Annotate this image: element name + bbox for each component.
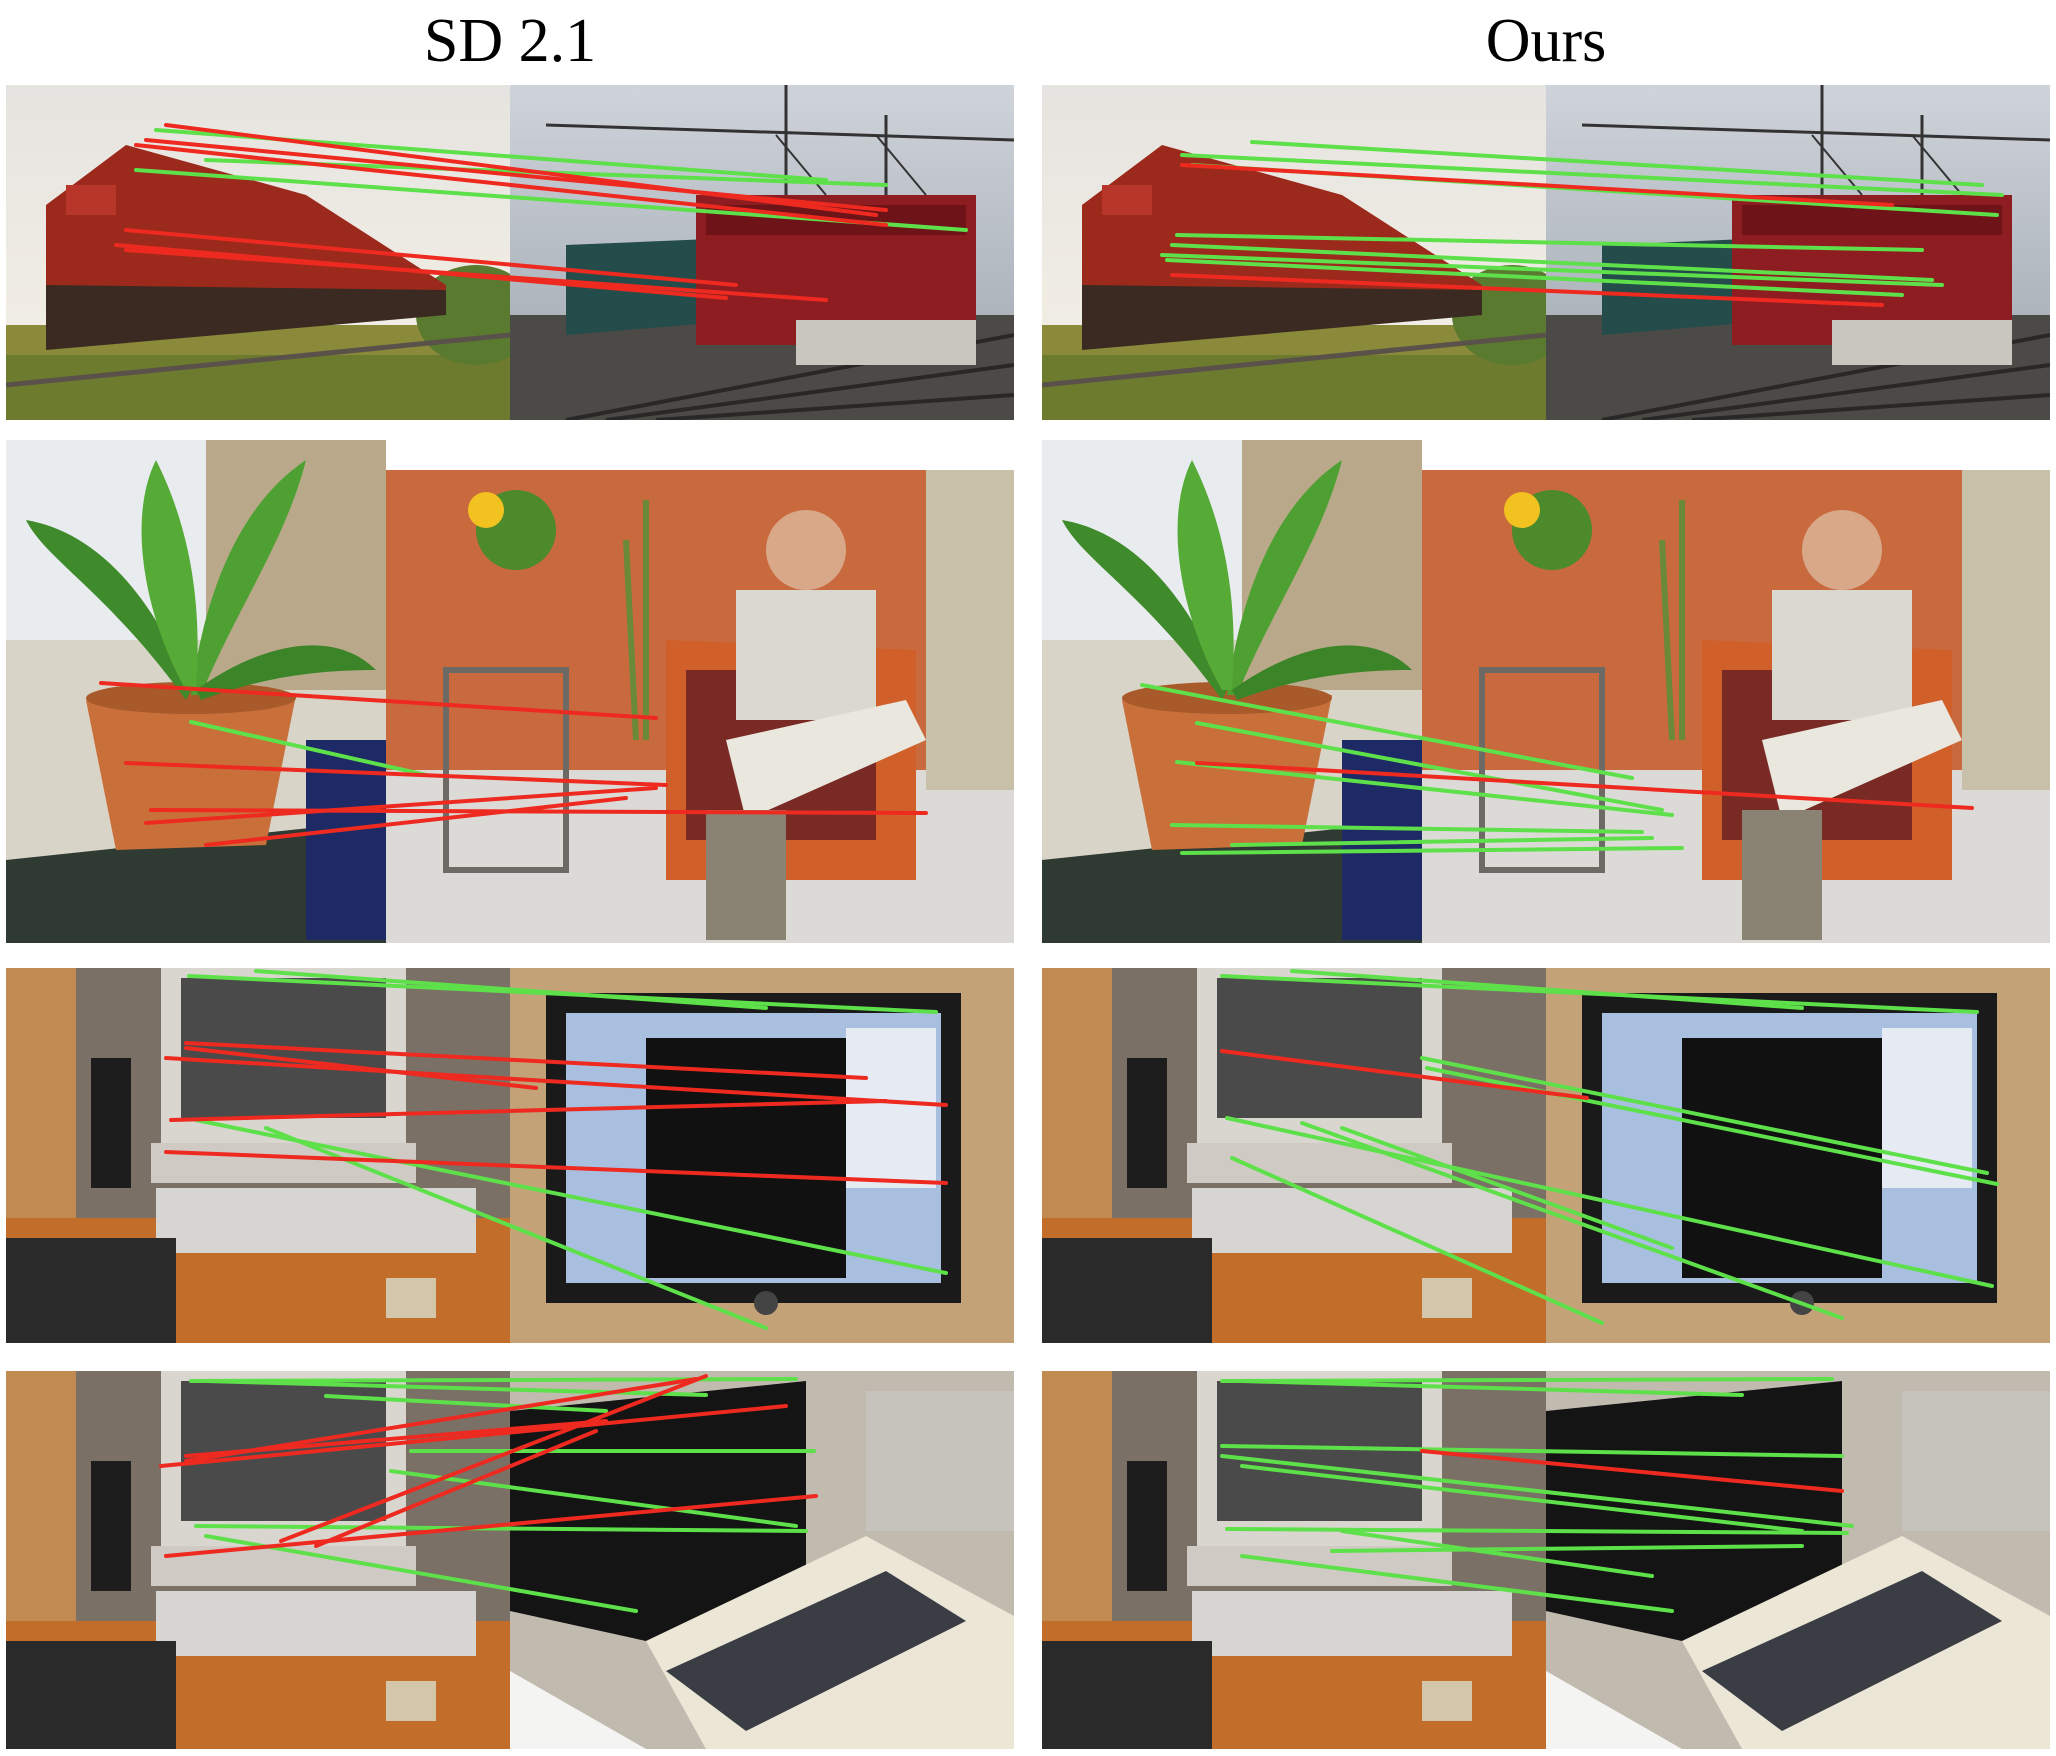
match-line-wrong bbox=[124, 248, 828, 302]
match-line-correct bbox=[1180, 153, 2004, 197]
match-line-correct bbox=[1225, 1116, 1994, 1288]
match-line-correct bbox=[254, 969, 768, 1010]
match-line-wrong bbox=[144, 786, 658, 825]
match-line-wrong bbox=[279, 1374, 708, 1543]
match-line-wrong bbox=[184, 1419, 608, 1458]
match-line-wrong bbox=[169, 1099, 888, 1122]
match-line-correct bbox=[1330, 1544, 1804, 1553]
panel-plant-sd21 bbox=[6, 440, 1014, 943]
plant-left-image bbox=[6, 440, 386, 943]
match-line-correct bbox=[1425, 1066, 1999, 1186]
plant-left-image bbox=[1042, 440, 1422, 943]
train-right-image bbox=[510, 85, 1014, 420]
match-line-wrong bbox=[164, 123, 878, 217]
retro-computer-right-image bbox=[510, 1371, 1014, 1749]
match-line-correct bbox=[1225, 1527, 1849, 1535]
match-line-wrong bbox=[164, 1150, 948, 1185]
match-line-wrong bbox=[144, 138, 888, 212]
match-lines bbox=[1160, 140, 2004, 307]
monitor-right-image bbox=[1546, 968, 2050, 1343]
column-title-ours: Ours bbox=[1485, 7, 1607, 75]
panel-train-sd21 bbox=[6, 85, 1014, 420]
match-line-wrong bbox=[164, 1494, 818, 1558]
match-line-wrong bbox=[124, 228, 738, 287]
match-line-correct bbox=[1175, 233, 1924, 252]
match-line-correct bbox=[1230, 1156, 1604, 1325]
match-line-correct bbox=[204, 1534, 638, 1613]
match-line-correct bbox=[194, 1118, 948, 1275]
panel-monitor-sd21 bbox=[6, 968, 1014, 1343]
man-right-image bbox=[386, 440, 1014, 943]
desk-left-image bbox=[6, 1371, 510, 1749]
match-line-wrong bbox=[204, 796, 628, 847]
match-line-wrong bbox=[164, 1056, 948, 1107]
match-line-wrong bbox=[99, 681, 658, 720]
match-line-correct bbox=[1340, 1126, 1674, 1250]
desk-left-image bbox=[1042, 1371, 1546, 1749]
match-line-correct bbox=[1240, 1554, 1674, 1613]
match-line-wrong bbox=[124, 761, 668, 787]
match-line-correct bbox=[194, 1524, 808, 1533]
match-lines bbox=[1220, 1377, 1854, 1613]
match-line-correct bbox=[389, 1469, 798, 1528]
desk-left-image bbox=[1042, 968, 1546, 1343]
match-line-wrong bbox=[134, 143, 888, 227]
match-lines bbox=[99, 681, 928, 847]
match-line-correct bbox=[1170, 243, 1934, 282]
panel-train-ours bbox=[1042, 85, 2050, 420]
man-right-image bbox=[1422, 440, 2050, 943]
match-line-correct bbox=[1340, 1529, 1654, 1578]
panel-plant-ours bbox=[1042, 440, 2050, 943]
train-right-image bbox=[1546, 85, 2050, 420]
match-lines bbox=[1140, 683, 1974, 855]
match-line-correct bbox=[1420, 1056, 1989, 1175]
match-line-wrong bbox=[149, 808, 928, 815]
match-lines bbox=[159, 1374, 818, 1613]
match-line-wrong bbox=[184, 1046, 538, 1090]
match-line-correct bbox=[1140, 683, 1634, 780]
panel-retro-sd21 bbox=[6, 1371, 1014, 1749]
match-line-correct bbox=[1300, 1121, 1844, 1320]
match-line-correct bbox=[324, 1394, 608, 1413]
match-lines bbox=[114, 123, 968, 302]
match-line-wrong bbox=[159, 1404, 788, 1468]
match-line-correct bbox=[1230, 836, 1654, 847]
match-line-correct bbox=[189, 1377, 798, 1383]
match-line-correct bbox=[1220, 1444, 1844, 1458]
train-left-image bbox=[6, 85, 536, 420]
match-line-correct bbox=[1290, 969, 1804, 1010]
match-line-correct bbox=[1240, 1379, 1744, 1397]
column-title-sd21: SD 2.1 bbox=[423, 7, 597, 75]
match-line-correct bbox=[1220, 1454, 1854, 1528]
match-line-correct bbox=[1180, 846, 1684, 855]
retro-computer-right-image bbox=[1546, 1371, 2050, 1749]
match-line-wrong bbox=[314, 1429, 598, 1548]
match-line-correct bbox=[1175, 760, 1674, 817]
monitor-right-image bbox=[510, 968, 1014, 1343]
match-line-correct bbox=[189, 720, 428, 777]
match-line-wrong bbox=[1220, 1049, 1589, 1100]
match-line-correct bbox=[264, 1126, 768, 1330]
match-line-correct bbox=[1240, 1464, 1804, 1533]
match-line-wrong bbox=[1195, 761, 1974, 810]
match-line-wrong bbox=[1180, 163, 1894, 207]
match-line-correct bbox=[1195, 721, 1664, 812]
match-line-correct bbox=[1220, 1377, 1834, 1383]
panel-monitor-ours bbox=[1042, 968, 2050, 1343]
match-line-wrong bbox=[184, 1041, 868, 1080]
match-line-correct bbox=[1165, 258, 1904, 297]
match-lines bbox=[164, 969, 948, 1330]
match-lines bbox=[1220, 969, 1999, 1325]
match-line-wrong bbox=[1170, 273, 1884, 307]
match-line-correct bbox=[1250, 140, 1984, 187]
panel-retro-ours bbox=[1042, 1371, 2050, 1749]
match-line-correct bbox=[1160, 253, 1944, 287]
match-line-correct bbox=[1170, 823, 1644, 834]
match-line-wrong bbox=[1420, 1449, 1844, 1493]
